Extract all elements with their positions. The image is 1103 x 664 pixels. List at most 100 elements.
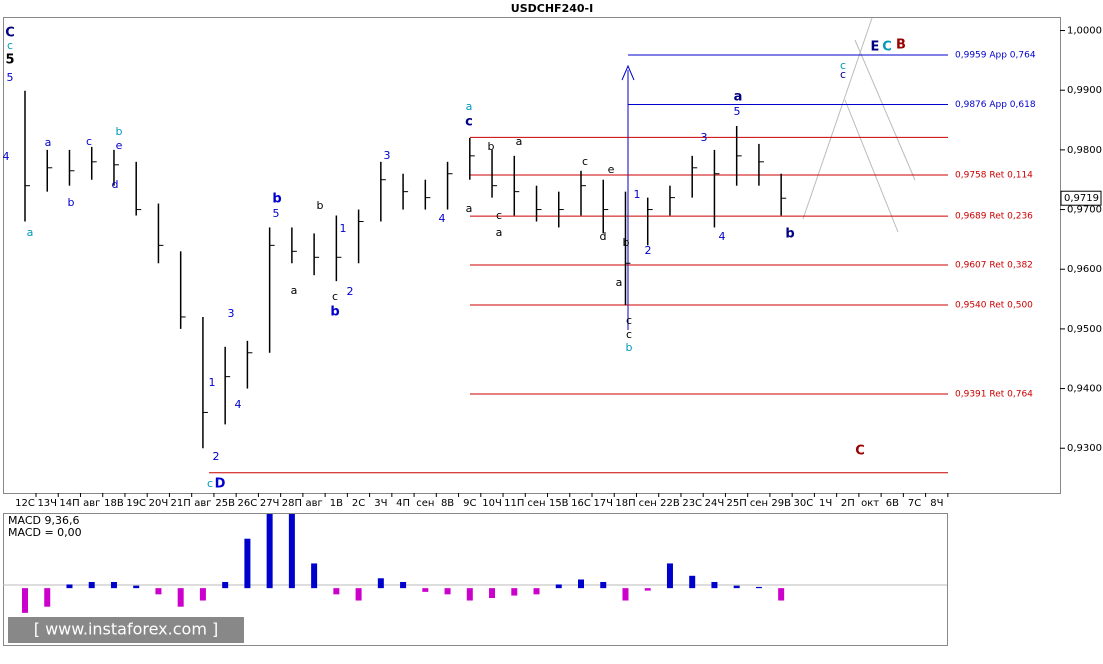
wave-label: 4 bbox=[719, 230, 726, 243]
wave-label: e bbox=[116, 139, 123, 152]
wave-label: b bbox=[785, 227, 794, 242]
wave-label: D bbox=[215, 477, 226, 492]
macd-bar bbox=[377, 578, 384, 589]
x-tick-label: 17Ч bbox=[593, 498, 613, 509]
wave-label: 4 bbox=[439, 212, 446, 225]
macd-bar bbox=[66, 584, 73, 589]
x-tick-label: 13Ч bbox=[37, 498, 57, 509]
x-tick-label: 14П bbox=[59, 498, 79, 509]
wave-label: 5 bbox=[7, 71, 14, 84]
macd-bar bbox=[177, 588, 184, 607]
x-tick-label: 2П bbox=[841, 498, 855, 509]
level-label: 0,9607 Ret 0,382 bbox=[955, 261, 1033, 271]
fan-line bbox=[854, 39, 916, 181]
macd-bar bbox=[511, 588, 518, 596]
x-tick-label: 1В bbox=[330, 498, 343, 509]
wave-label: 3 bbox=[701, 131, 708, 144]
wave-label: c bbox=[840, 68, 846, 81]
wave-label: E bbox=[871, 40, 880, 55]
x-tick-label: 27Ч bbox=[260, 498, 280, 509]
wave-label: a bbox=[734, 90, 743, 105]
macd-bar bbox=[22, 588, 28, 613]
watermark: [ www.instaforex.com ] bbox=[34, 620, 218, 639]
wave-label: b bbox=[626, 341, 633, 354]
x-tick-label: 2С bbox=[352, 498, 365, 509]
macd-bar bbox=[400, 581, 407, 589]
wave-label: 5 bbox=[273, 207, 280, 220]
level-label: 0,9689 Ret 0,236 bbox=[955, 212, 1033, 222]
x-tick-label: 22В bbox=[660, 498, 680, 509]
wave-label: c bbox=[207, 477, 213, 490]
x-tick-label: 8Ч bbox=[930, 498, 943, 509]
macd-bar bbox=[244, 538, 251, 589]
wave-label: a bbox=[27, 226, 34, 239]
wave-label: c bbox=[626, 328, 632, 341]
x-tick-label: 28П bbox=[282, 498, 302, 509]
wave-label: a bbox=[496, 226, 503, 239]
level-label: 0,9758 Ret 0,114 bbox=[955, 170, 1033, 180]
x-tick-label: 10Ч bbox=[482, 498, 502, 509]
wave-label: c bbox=[840, 59, 846, 72]
x-tick-label: 25В bbox=[215, 498, 235, 509]
x-tick-label: авг bbox=[305, 498, 322, 509]
x-tick-label: сен bbox=[416, 498, 434, 509]
y-tick-label: 0,9500 bbox=[1067, 324, 1102, 335]
wave-label: c bbox=[7, 39, 13, 52]
y-tick-label: 0,9700 bbox=[1067, 205, 1102, 216]
wave-label: a bbox=[466, 100, 473, 113]
macd-bar bbox=[311, 563, 318, 589]
x-tick-label: 16С bbox=[571, 498, 591, 509]
wave-label: 5 bbox=[5, 53, 14, 68]
macd-bar bbox=[711, 581, 718, 589]
macd-bar bbox=[533, 588, 540, 595]
y-tick-label: 0,9800 bbox=[1067, 145, 1102, 156]
x-tick-label: 12C bbox=[15, 498, 35, 509]
wave-label: b bbox=[488, 140, 495, 153]
arrow-head bbox=[621, 64, 635, 81]
x-tick-label: 30С bbox=[794, 498, 814, 509]
x-tick-label: 7С bbox=[908, 498, 921, 509]
wave-label: 1 bbox=[634, 188, 641, 201]
macd-value: MACD = 0,00 bbox=[8, 526, 82, 539]
macd-bar bbox=[555, 584, 562, 589]
x-tick-label: сен bbox=[639, 498, 657, 509]
macd-bar bbox=[689, 575, 696, 589]
level-label: 0,9540 Ret 0,500 bbox=[955, 301, 1033, 311]
fan-line bbox=[802, 17, 873, 220]
wave-label: b bbox=[317, 199, 324, 212]
wave-label: 4 bbox=[235, 398, 242, 411]
level-label: 0,9959 App 0,764 bbox=[955, 50, 1036, 60]
x-tick-label: 1Ч bbox=[819, 498, 832, 509]
macd-bar bbox=[666, 563, 673, 589]
x-tick-label: 8В bbox=[441, 498, 454, 509]
wave-label: c bbox=[582, 155, 588, 168]
x-tick-label: 24Ч bbox=[705, 498, 725, 509]
current-price-box bbox=[1060, 190, 1102, 206]
macd-bar bbox=[644, 588, 651, 591]
macd-frame bbox=[3, 513, 948, 646]
wave-label: b bbox=[272, 192, 281, 207]
macd-bar bbox=[755, 586, 762, 589]
macd-bar bbox=[778, 588, 785, 601]
macd-bar bbox=[288, 514, 295, 589]
x-tick-label: авг bbox=[194, 498, 211, 509]
wave-label: C bbox=[882, 40, 892, 55]
x-tick-label: 29В bbox=[771, 498, 791, 509]
level-label: 0,9391 Ret 0,764 bbox=[955, 389, 1033, 399]
x-tick-label: авг bbox=[83, 498, 100, 509]
wave-label: c bbox=[86, 135, 92, 148]
wave-label: 1 bbox=[340, 222, 347, 235]
x-tick-label: 18В bbox=[104, 498, 124, 509]
wave-label: b bbox=[68, 196, 75, 209]
wave-label: d bbox=[600, 230, 607, 243]
macd-bar bbox=[133, 585, 140, 589]
y-tick-label: 0,9300 bbox=[1067, 443, 1102, 454]
macd-bar bbox=[466, 588, 473, 601]
x-tick-label: 11П bbox=[504, 498, 524, 509]
wave-label: a bbox=[291, 284, 298, 297]
wave-label: 2 bbox=[347, 285, 354, 298]
macd-bar bbox=[222, 581, 229, 589]
macd-bar bbox=[355, 588, 362, 601]
macd-bar bbox=[155, 588, 162, 595]
